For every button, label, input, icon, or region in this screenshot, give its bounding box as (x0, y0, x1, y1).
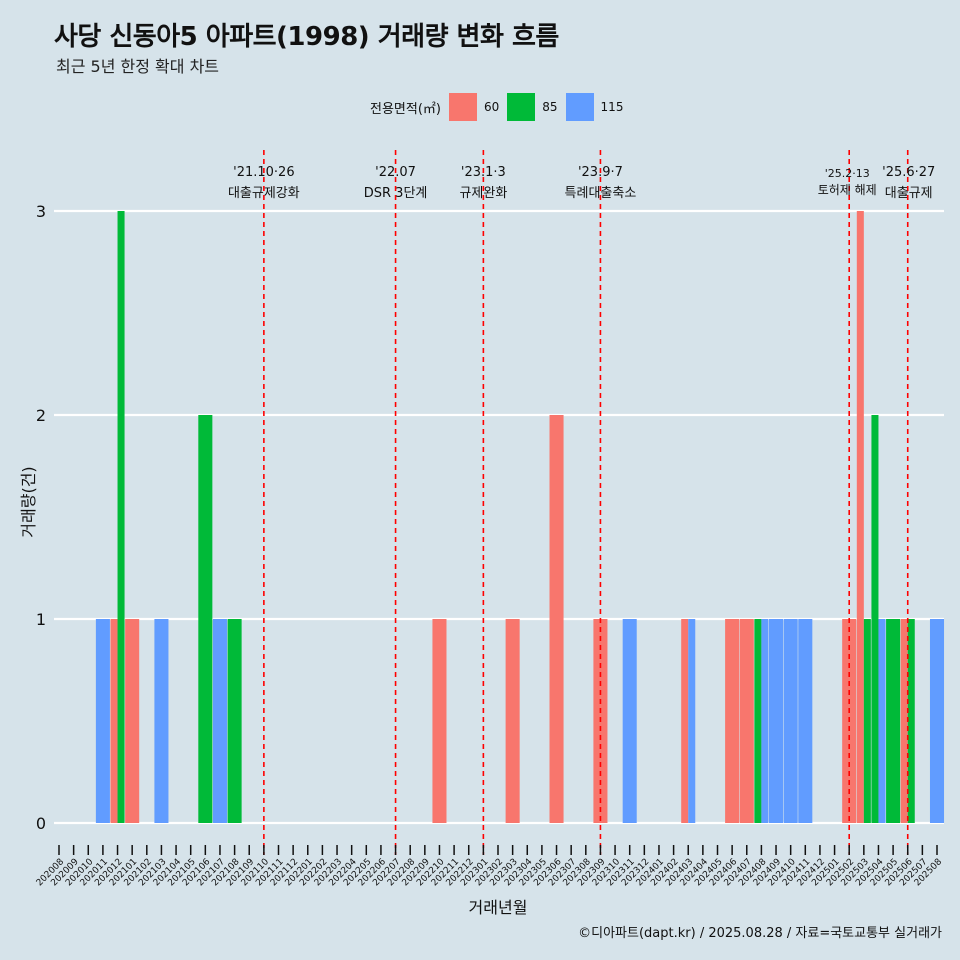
bar-115-202504 (878, 619, 886, 823)
bar-85-202106 (198, 415, 213, 823)
annotation-text: 토허제 해제 (818, 183, 877, 197)
bar-60-202506 (900, 619, 908, 823)
legend-item-60: 60 (448, 93, 500, 121)
legend-title: 전용면적(㎡) (370, 101, 441, 117)
annotation-text: 특례대출축소 (565, 186, 637, 201)
y-tick-label: 2 (36, 406, 46, 425)
legend-label-60: 60 (483, 100, 500, 114)
x-axis-title: 거래년월 (469, 898, 528, 917)
bar-85-202408 (754, 619, 762, 823)
bar-115-202403 (688, 619, 696, 823)
y-tick-label: 3 (36, 202, 46, 221)
bar-115-202409 (769, 619, 784, 823)
annotation-text: 대출규제강화 (228, 186, 300, 201)
bar-115-202311 (622, 619, 637, 823)
y-tick-label: 1 (36, 610, 46, 629)
chart-title: 사당 신동아5 아파트(1998) 거래량 변화 흐름 (54, 22, 559, 52)
annotation-text: 대출규제 (885, 186, 933, 201)
bar-60-202407 (739, 619, 754, 823)
annotation-date: '25.6·27 (882, 165, 935, 180)
bar-115-202410 (783, 619, 798, 823)
legend-label-115: 115 (600, 100, 624, 114)
annotation-date: '21.10·26 (233, 165, 294, 180)
bar-85-202504 (871, 415, 879, 823)
annotation-date: '22.07 (375, 165, 416, 180)
bar-85-202503 (863, 619, 871, 823)
bar-115-202508 (929, 619, 945, 823)
legend-label-85: 85 (542, 100, 558, 114)
bar-60-202503 (856, 211, 864, 823)
bar-60-202306 (549, 415, 564, 823)
annotation-date: '25.2·13 (825, 167, 870, 180)
bar-85-202506 (907, 619, 915, 823)
bar-60-202012 (110, 619, 118, 823)
annotation-text: 규제완화 (459, 186, 507, 201)
legend-swatch-115 (565, 93, 594, 121)
bar-115-202011 (95, 619, 110, 823)
bar-115-202408 (761, 619, 769, 823)
bar-60-202210 (432, 619, 447, 823)
bar-60-202406 (725, 619, 740, 823)
y-axis-title: 거래량(건) (19, 466, 38, 537)
bar-115-202411 (798, 619, 813, 823)
bar-115-202107 (212, 619, 227, 823)
bar-85-202108 (227, 619, 242, 823)
bar-60-202303 (505, 619, 520, 823)
bar-60-202101 (125, 619, 140, 823)
annotation-date: '23.1·3 (461, 165, 506, 180)
legend-swatch-60 (448, 93, 477, 121)
bar-85-202012 (117, 211, 125, 823)
chart-subtitle: 최근 5년 한정 확대 차트 (56, 57, 220, 76)
legend-item-115: 115 (565, 93, 624, 121)
legend: 전용면적(㎡) 60 85 115 (370, 93, 631, 121)
bar-115-202103 (154, 619, 169, 823)
annotation-date: '23.9·7 (578, 165, 623, 180)
bar-85-202505 (886, 619, 901, 823)
annotation-text: DSR 3단계 (364, 186, 428, 201)
y-tick-label: 0 (36, 814, 46, 833)
legend-swatch-85 (507, 93, 536, 121)
source-caption: ©디아파트(dapt.kr) / 2025.08.28 / 자료=국토교통부 실… (578, 926, 942, 941)
legend-item-85: 85 (507, 93, 558, 121)
bar-60-202403 (681, 619, 689, 823)
